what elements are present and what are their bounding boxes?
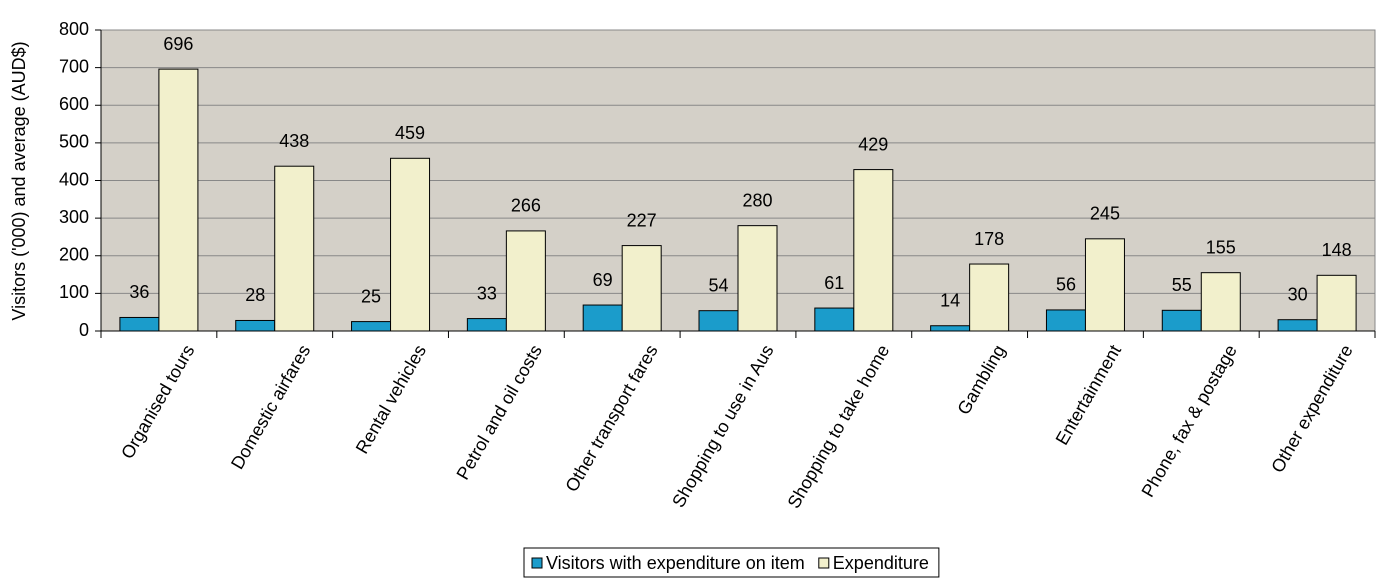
data-label: 55	[1172, 275, 1192, 295]
data-label: 227	[627, 210, 657, 230]
y-tick-label: 200	[59, 245, 89, 265]
bar	[235, 319, 276, 332]
legend-swatch	[531, 557, 543, 569]
data-label: 459	[395, 123, 425, 143]
bar	[1084, 238, 1125, 332]
x-tick-label: Phone, fax & postage	[1137, 341, 1240, 500]
bar	[1316, 274, 1357, 332]
bar	[1200, 272, 1241, 332]
data-label: 438	[279, 131, 309, 151]
legend-label: Visitors with expenditure on item	[546, 553, 805, 573]
data-label: 69	[593, 270, 613, 290]
bar	[698, 310, 739, 332]
x-tick-label: Other expenditure	[1267, 341, 1356, 476]
data-label: 245	[1090, 204, 1120, 224]
bar	[505, 230, 546, 332]
data-label: 33	[477, 283, 497, 303]
data-label: 28	[245, 285, 265, 305]
x-tick-label: Petrol and oil costs	[453, 341, 546, 483]
data-label: 61	[824, 273, 844, 293]
y-tick-label: 600	[59, 94, 89, 114]
legend	[523, 547, 940, 578]
y-tick-label: 500	[59, 132, 89, 152]
x-tick-label: Shopping to take home	[784, 341, 894, 511]
y-tick-label: 400	[59, 169, 89, 189]
x-tick-label: Shopping to use in Aus	[668, 341, 777, 510]
bar	[930, 325, 971, 332]
data-label: 148	[1322, 240, 1352, 260]
y-tick-label: 0	[79, 320, 89, 340]
bar	[1161, 309, 1202, 332]
x-tick-label: Other transport fares	[561, 341, 661, 495]
data-label: 30	[1288, 284, 1308, 304]
x-tick-label: Entertainment	[1052, 341, 1125, 448]
bar	[158, 68, 199, 332]
bar	[119, 316, 160, 332]
data-label: 36	[129, 282, 149, 302]
bar	[1277, 319, 1318, 332]
bar	[814, 307, 855, 332]
x-tick-label: Rental vehicles	[352, 341, 430, 457]
legend-label: Expenditure	[833, 553, 929, 573]
y-tick-label: 700	[59, 56, 89, 76]
data-label: 25	[361, 286, 381, 306]
data-label: 14	[940, 290, 960, 310]
x-tick-label: Gambling	[953, 341, 1009, 418]
x-tick-label: Organised tours	[117, 341, 198, 462]
bar	[737, 225, 778, 332]
y-axis-label: Visitors ('000) and average (AUD$)	[9, 41, 29, 320]
bar	[582, 304, 623, 332]
data-label: 266	[511, 196, 541, 216]
y-tick-label: 800	[59, 19, 89, 39]
bar	[351, 321, 392, 332]
bar	[274, 165, 315, 332]
data-label: 696	[163, 34, 193, 54]
data-label: 178	[974, 229, 1004, 249]
bar	[853, 169, 894, 332]
bar	[1045, 309, 1086, 332]
data-label: 429	[858, 134, 888, 154]
y-tick-label: 300	[59, 207, 89, 227]
bar	[969, 263, 1010, 332]
bar	[390, 157, 431, 332]
bar	[621, 245, 662, 332]
data-label: 56	[1056, 275, 1076, 295]
bar	[466, 318, 507, 332]
y-tick-label: 100	[59, 282, 89, 302]
x-tick-label: Domestic airfares	[227, 341, 314, 472]
data-label: 280	[742, 190, 772, 210]
data-label: 54	[708, 275, 728, 295]
legend-swatch	[818, 557, 830, 569]
data-label: 155	[1206, 237, 1236, 257]
